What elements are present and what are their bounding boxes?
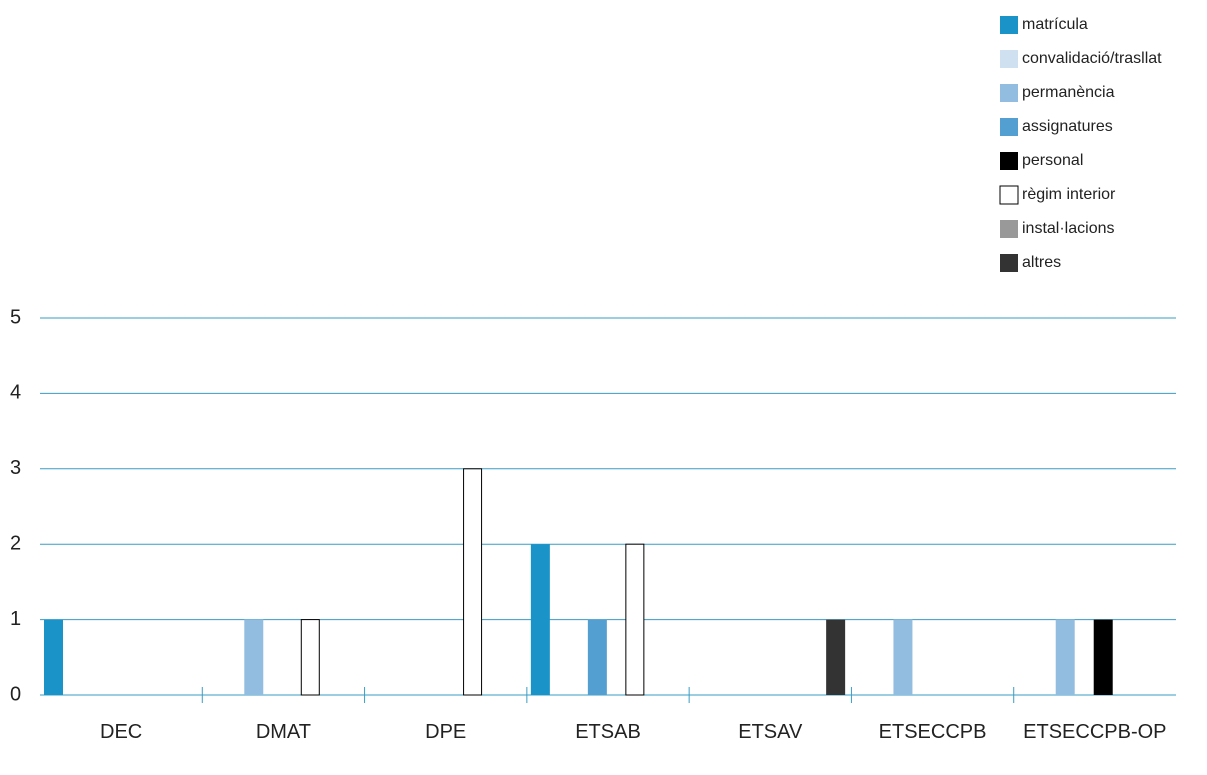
legend-label: règim interior bbox=[1022, 186, 1116, 203]
y-tick-label: 1 bbox=[10, 608, 21, 630]
legend-swatch bbox=[1000, 16, 1018, 34]
legend-swatch bbox=[1000, 220, 1018, 238]
y-tick-label: 5 bbox=[10, 306, 21, 328]
legend-label: personal bbox=[1022, 152, 1083, 169]
bar bbox=[530, 544, 550, 695]
legend-swatch bbox=[1000, 254, 1018, 272]
bar bbox=[244, 619, 264, 695]
bar bbox=[625, 543, 645, 696]
bar bbox=[1093, 619, 1113, 695]
legend-label: matrícula bbox=[1022, 16, 1088, 33]
bar bbox=[826, 619, 846, 695]
bar bbox=[587, 619, 607, 695]
legend-swatch bbox=[1000, 118, 1018, 136]
bar bbox=[1055, 619, 1075, 695]
legend-swatch bbox=[999, 185, 1019, 205]
x-tick-label: DEC bbox=[100, 721, 143, 743]
bar bbox=[300, 619, 320, 696]
legend-label: convalidació/trasllat bbox=[1022, 50, 1162, 67]
x-tick-label: ETSECCPB-OP bbox=[1023, 721, 1167, 743]
x-tick-label: DPE bbox=[425, 721, 467, 743]
legend-label: instal·lacions bbox=[1022, 220, 1114, 237]
legend-swatch bbox=[1000, 84, 1018, 102]
y-tick-label: 0 bbox=[10, 683, 21, 705]
y-tick-label: 2 bbox=[10, 532, 21, 554]
y-tick-label: 4 bbox=[10, 382, 21, 404]
legend-swatch bbox=[1000, 50, 1018, 68]
x-tick-label: DMAT bbox=[255, 721, 312, 743]
legend-label: assignatures bbox=[1022, 118, 1113, 135]
bar bbox=[44, 619, 63, 695]
legend-label: altres bbox=[1022, 254, 1061, 271]
y-tick-label: 3 bbox=[10, 457, 21, 479]
legend-label: permanència bbox=[1022, 84, 1115, 101]
bar bbox=[463, 468, 483, 696]
x-tick-label: ETSECCPB bbox=[878, 721, 987, 743]
legend-swatch bbox=[1000, 152, 1018, 170]
x-tick-label: ETSAB bbox=[575, 721, 641, 743]
x-tick-label: ETSAV bbox=[738, 721, 803, 743]
bar bbox=[893, 619, 913, 695]
